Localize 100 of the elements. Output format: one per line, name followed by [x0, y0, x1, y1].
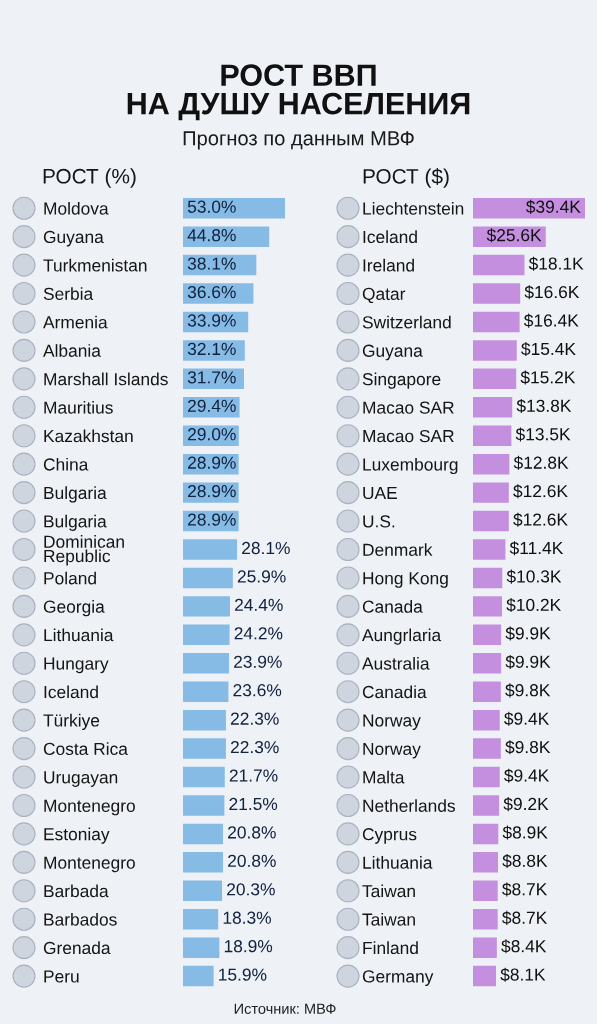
y-tick-label: Urugayan [44, 771, 118, 787]
y-tick-label: Georgia [43, 600, 105, 617]
bar [183, 567, 233, 589]
data-label: 29.0% [188, 428, 236, 441]
data-label: $18.1K [528, 256, 584, 271]
bar [473, 567, 503, 589]
y-tick-label: Netherlands [363, 799, 455, 812]
y-tick-label: Guyana [43, 230, 104, 247]
bar [473, 880, 498, 902]
bar [183, 880, 223, 902]
data-label: $9.8K [505, 740, 551, 755]
bar [473, 852, 499, 873]
y-tick-label: Singapore [362, 372, 441, 389]
data-label: 38.1% [187, 257, 236, 270]
bar [183, 226, 270, 247]
y-tick-label: Australia [362, 656, 430, 670]
data-label: 28.1% [242, 541, 290, 555]
data-label: 20.8% [228, 854, 276, 867]
bar [183, 852, 224, 873]
data-label: $15.4K [521, 342, 576, 357]
bar [473, 596, 502, 617]
y-tick-label: Hong Kong [363, 572, 448, 588]
y-tick-label: Malta [363, 770, 405, 784]
data-label: 28.9% [188, 484, 236, 498]
bar [183, 937, 220, 958]
y-tick-label: Turkmenistan [43, 258, 147, 272]
bar [473, 539, 506, 560]
y-tick-label: Kazakhstan [44, 429, 133, 443]
data-label: 18.3% [223, 911, 271, 924]
y-tick-label: Bulgaria [44, 514, 107, 531]
y-tick-label: Taiwan [362, 884, 415, 898]
data-label: $8.7K [502, 882, 548, 897]
chart-title: РОСТ (%) [43, 168, 136, 188]
data-label: 22.3% [230, 712, 279, 725]
y-tick-label: Norway [363, 742, 421, 759]
bar [473, 681, 501, 702]
y-tick-label: U.S. [363, 515, 395, 528]
bar [473, 283, 521, 304]
y-tick-label: Lithuania [44, 628, 114, 642]
y-tick-label: Moldova [44, 201, 109, 215]
y-tick-label: Bulgaria [44, 486, 107, 503]
y-tick-label: Qatar [362, 287, 406, 304]
bar [183, 596, 230, 617]
bar [183, 766, 225, 788]
bar [183, 709, 226, 731]
bar [183, 624, 230, 646]
y-tick-label: Costa Rica [43, 742, 128, 756]
data-label: $12.8K [513, 455, 569, 470]
bar [473, 510, 509, 532]
data-label: 36.6% [187, 285, 236, 299]
data-label: 21.5% [229, 797, 278, 811]
data-label: $13.5K [515, 427, 571, 442]
y-tick-label: Macao SAR [363, 429, 454, 443]
data-label: $16.4K [523, 313, 579, 328]
data-label: $8.8K [502, 853, 548, 869]
data-label: $11.4K [509, 541, 564, 556]
y-tick-label: Montenegro [44, 856, 135, 873]
y-tick-label: Marshall Islands [44, 372, 168, 386]
y-tick-label: Dominican Republic [44, 535, 124, 566]
y-tick-label: Canadia [362, 685, 427, 699]
bar [473, 795, 500, 816]
bar [183, 965, 214, 987]
data-label: $9.9K [505, 654, 551, 669]
y-tick-label: Peru [44, 970, 79, 983]
data-label: 23.9% [234, 655, 282, 668]
data-label: 20.3% [227, 883, 275, 896]
data-label: $39.4K [526, 199, 581, 214]
y-tick-label: Lithuania [363, 856, 433, 869]
y-tick-label: Canada [362, 600, 423, 613]
data-label: 18.9% [224, 940, 273, 953]
data-label: $15.2K [520, 370, 576, 385]
y-tick-label: Barbada [44, 884, 109, 898]
data-label: $10.3K [506, 569, 562, 584]
y-tick-label: Poland [44, 571, 96, 585]
bar [473, 823, 499, 845]
y-tick-label: Montenegro [44, 799, 135, 816]
data-label: 32.1% [187, 342, 236, 356]
data-label: 23.6% [233, 684, 282, 697]
data-label: 29.4% [188, 399, 236, 412]
y-tick-label: Hungary [44, 657, 109, 674]
data-label: $9.9K [505, 626, 551, 641]
data-label: 22.3% [230, 740, 279, 754]
y-tick-label: Guyana [362, 344, 423, 361]
data-label: $9.4K [504, 711, 550, 726]
bar [183, 539, 238, 560]
data-label: 31.7% [187, 371, 236, 384]
bar [473, 482, 509, 503]
bar [183, 908, 219, 930]
data-label: $10.2K [506, 598, 561, 613]
data-label: $25.6K [486, 228, 542, 243]
chart-title: РОСТ ($) [363, 168, 449, 188]
y-tick-label: Ireland [363, 258, 414, 272]
data-label: 28.9% [188, 513, 236, 526]
bar [473, 624, 502, 646]
data-label: $8.7K [502, 910, 548, 925]
bar [183, 795, 225, 816]
bar [183, 738, 226, 759]
y-tick-label: Liechtenstein [363, 201, 464, 215]
y-tick-label: Armenia [43, 315, 108, 329]
y-tick-label: Aungrlaria [362, 628, 442, 645]
